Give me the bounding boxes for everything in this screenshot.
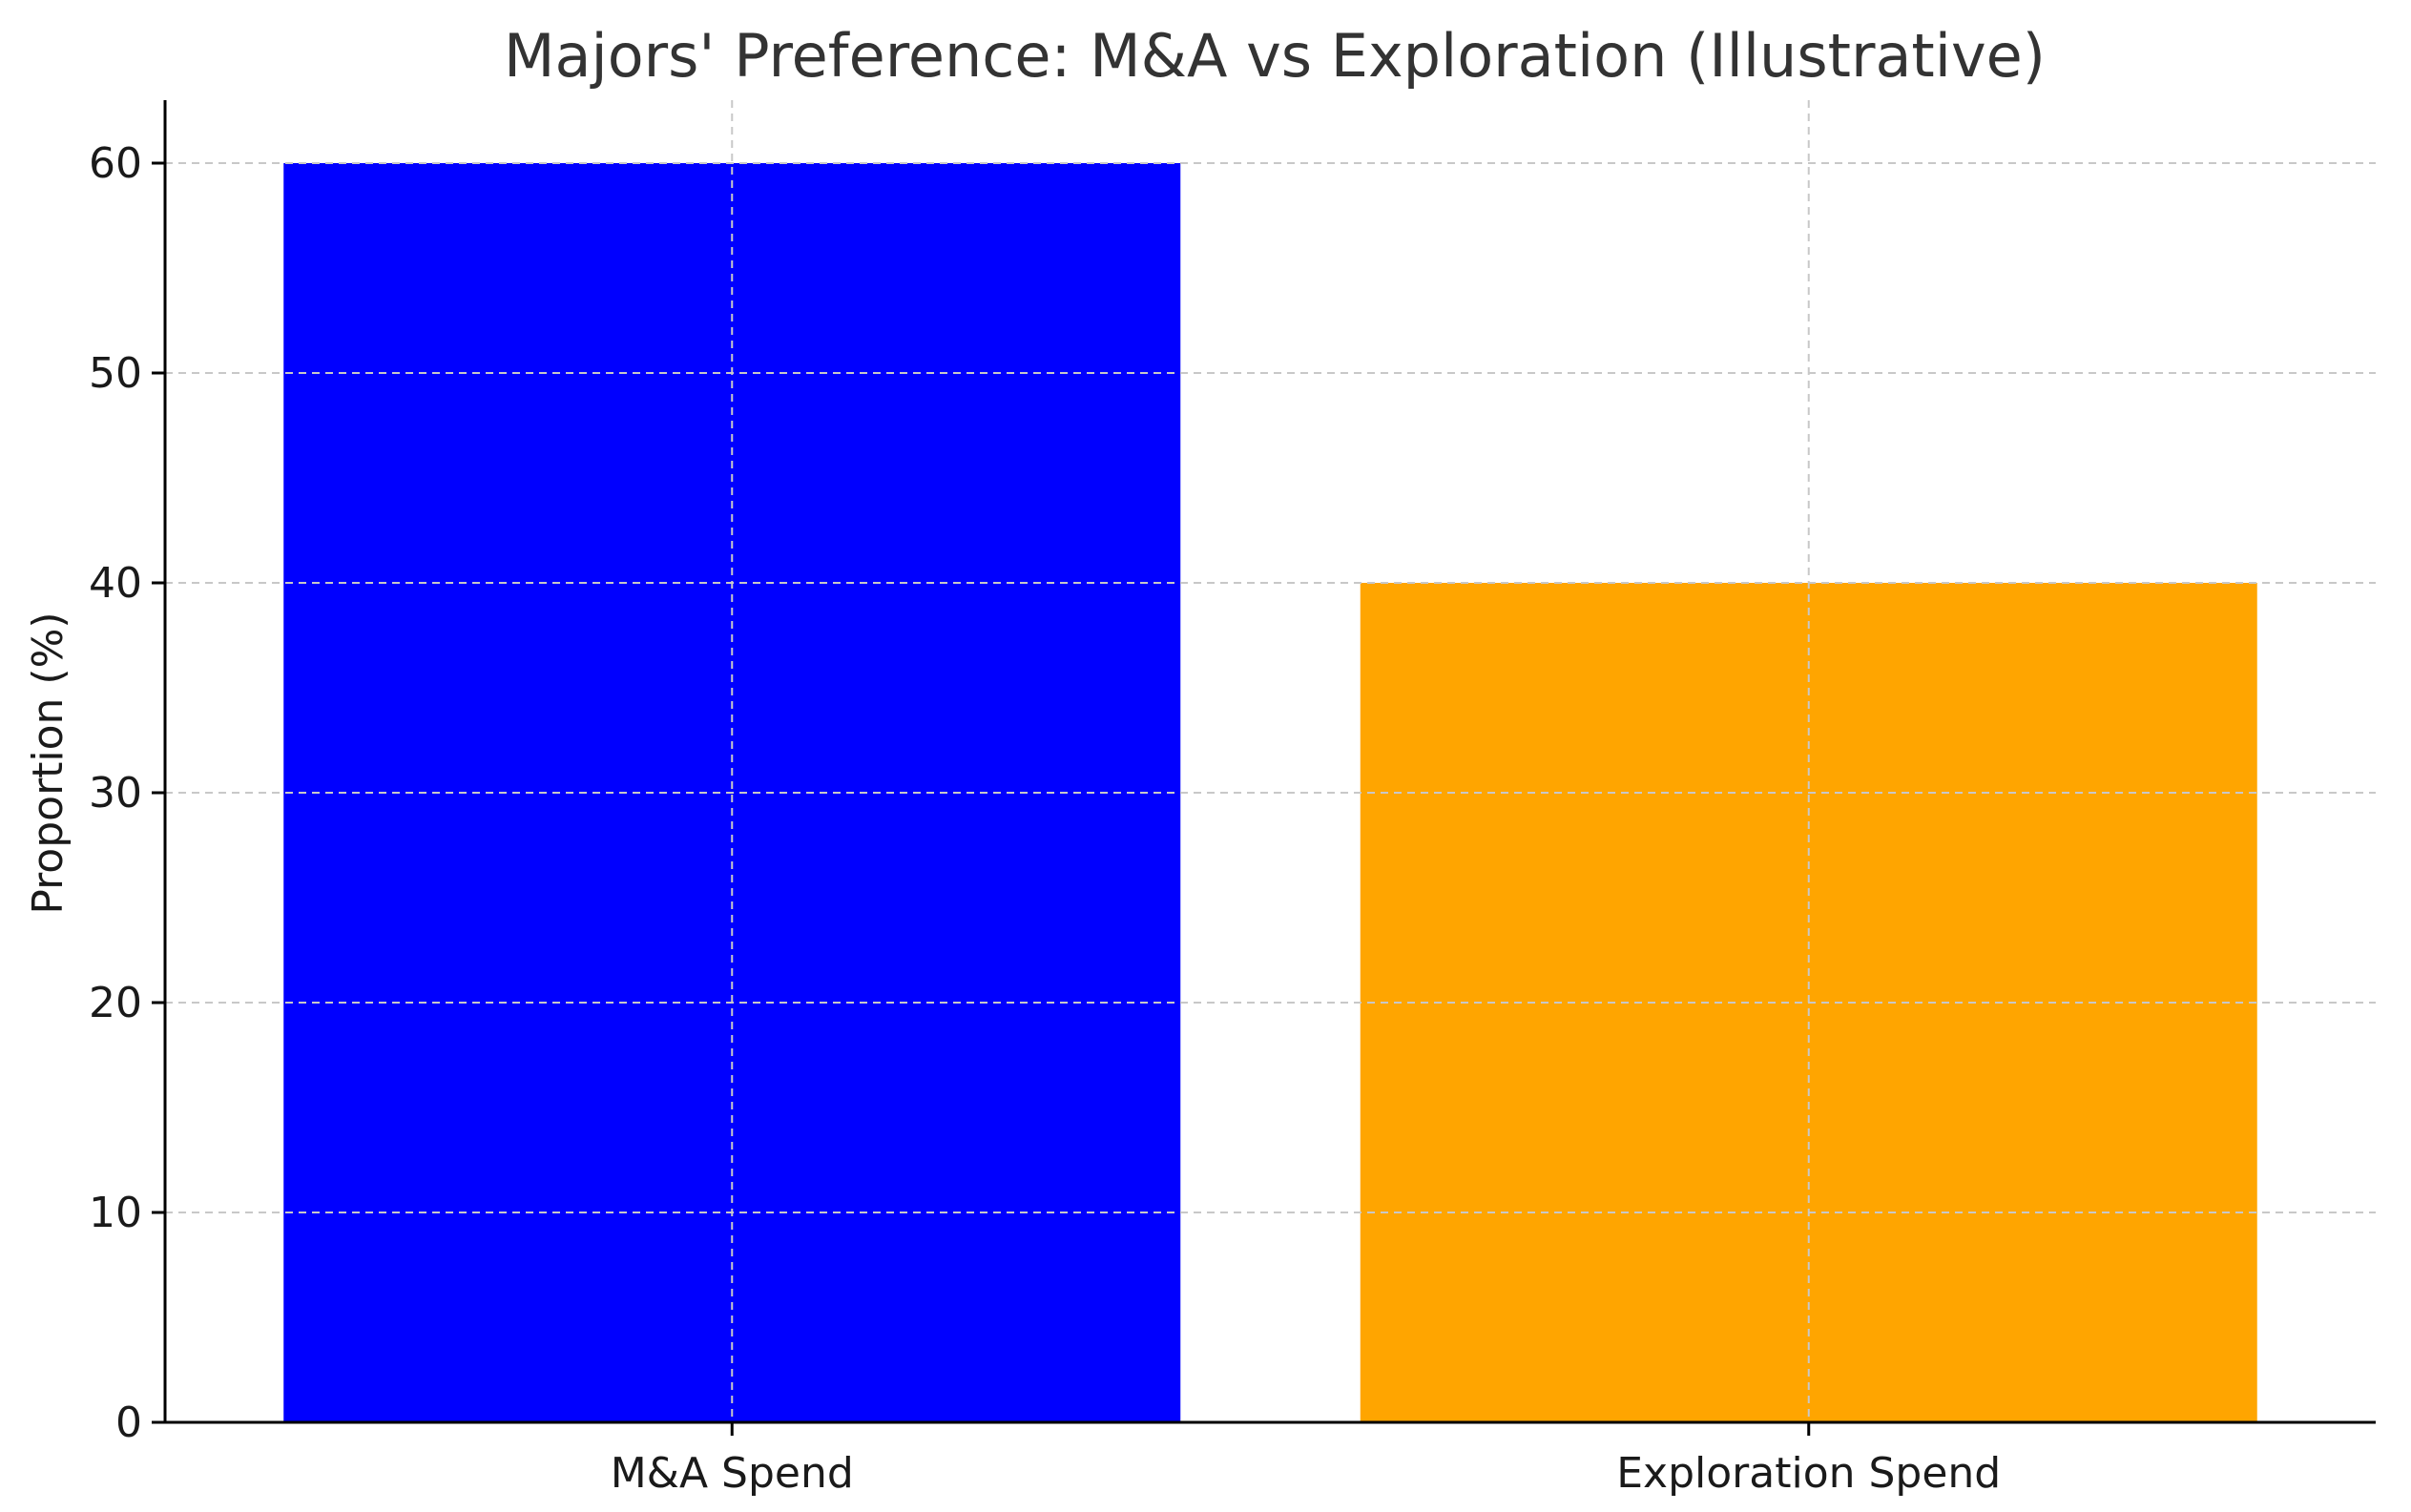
y-axis-label: Proportion (%) — [24, 611, 73, 914]
y-tick-label-5: 50 — [89, 349, 142, 398]
x-tick-label-1: Exploration Spend — [1616, 1449, 2001, 1498]
y-tick-label-3: 30 — [89, 769, 142, 818]
y-tick-label-1: 10 — [89, 1189, 142, 1237]
x-tick-label-0: M&A Spend — [611, 1449, 854, 1498]
y-tick-label-2: 20 — [89, 979, 142, 1027]
ticks-layer: 0 10 20 30 40 50 60 M&A Spend Exploration Spend — [89, 139, 2001, 1498]
axes-layer — [163, 100, 2376, 1424]
grid-layer — [165, 100, 2376, 1422]
chart-title: Majors' Preference: M&A vs Exploration (… — [504, 21, 2046, 91]
y-tick-label-0: 0 — [115, 1398, 142, 1447]
y-tick-label-4: 40 — [89, 559, 142, 608]
y-tick-label-6: 60 — [89, 139, 142, 188]
